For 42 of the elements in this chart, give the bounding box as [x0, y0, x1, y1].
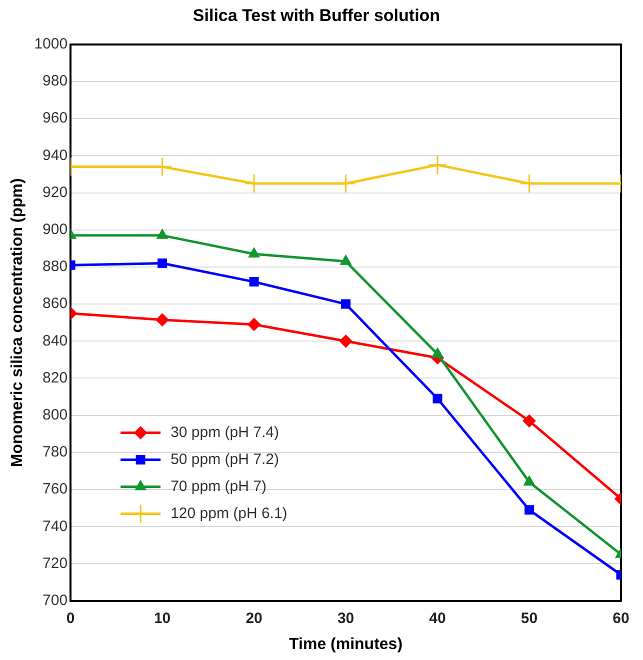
point	[432, 348, 444, 358]
point	[248, 318, 261, 331]
x-axis-title: Time (minutes)	[289, 636, 403, 653]
point	[522, 414, 536, 428]
y-tick-label: 1000	[34, 36, 68, 53]
point	[428, 155, 448, 175]
point	[339, 334, 352, 348]
y-tick-label: 740	[42, 518, 68, 535]
y-tick-label: 920	[42, 184, 68, 201]
y-tick-label: 820	[42, 369, 68, 386]
y-tick-label: 720	[42, 554, 68, 572]
x-tick-label: 50	[520, 610, 538, 627]
legend-label: 30 ppm (pH 7.4)	[170, 424, 279, 441]
y-tick-label: 940	[42, 146, 68, 164]
y-tick-label: 700	[42, 592, 68, 609]
chart-title: Silica Test with Buffer solution	[192, 6, 440, 25]
point	[158, 258, 168, 268]
point	[524, 476, 535, 486]
y-tick-label: 840	[42, 332, 68, 350]
x-tick-label: 10	[154, 610, 171, 627]
legend-label: 120 ppm (pH 6.1)	[170, 504, 288, 522]
y-axis-title: Monomeric silica concentration (ppm)	[9, 178, 26, 468]
x-tick-label: 0	[66, 610, 75, 627]
y-tick-label: 800	[42, 406, 68, 424]
y-tick-label: 780	[42, 444, 68, 461]
x-tick-label: 60	[612, 610, 630, 627]
x-tick-label: 20	[246, 610, 262, 627]
y-tick-label: 760	[42, 480, 68, 498]
x-tick-label: 40	[429, 610, 446, 627]
legend-label: 50 ppm (pH 7.2)	[170, 450, 279, 468]
y-tick-label: 960	[42, 110, 68, 127]
y-tick-label: 900	[42, 221, 68, 238]
y-tick-label: 860	[42, 295, 68, 312]
y-tick-label: 980	[42, 72, 68, 90]
legend-label: 70 ppm (pH 7)	[170, 478, 266, 495]
x-tick-label: 30	[337, 610, 354, 627]
point	[249, 277, 259, 287]
y-tick-label: 880	[42, 258, 68, 276]
point	[341, 299, 351, 309]
point	[432, 394, 442, 404]
point	[156, 313, 169, 326]
point	[524, 505, 534, 515]
